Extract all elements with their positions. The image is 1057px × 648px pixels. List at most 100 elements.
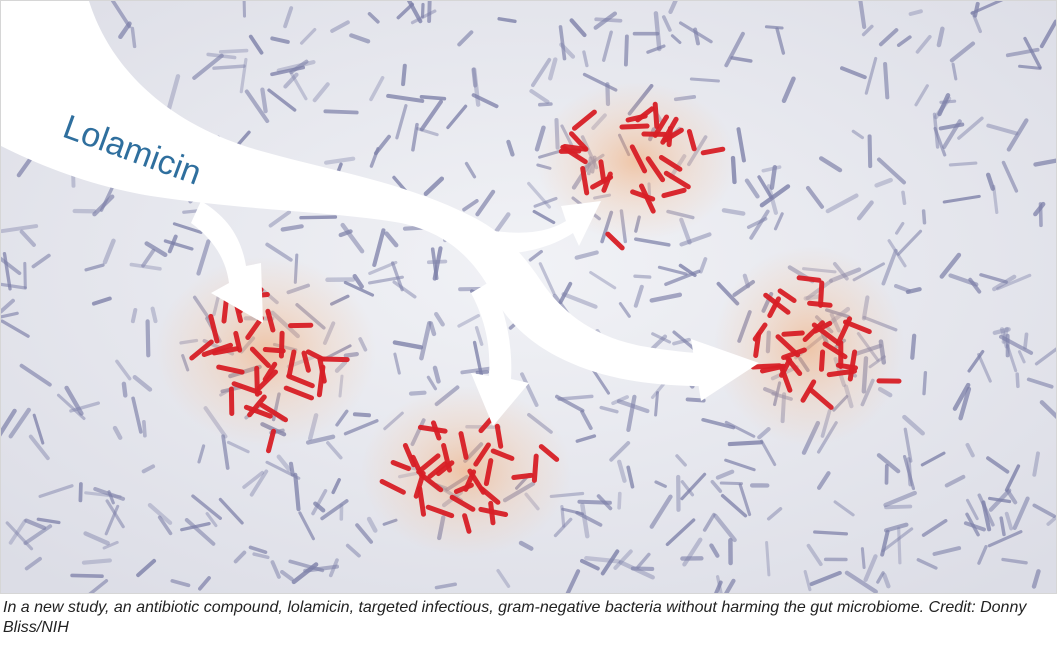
neutral-bacterium <box>150 306 158 324</box>
neutral-bacterium <box>248 545 268 555</box>
neutral-bacterium <box>104 504 120 536</box>
neutral-bacterium <box>665 518 696 547</box>
neutral-bacterium <box>582 50 589 68</box>
neutral-bacterium <box>896 35 912 47</box>
neutral-bacterium <box>423 176 445 197</box>
neutral-bacterium <box>682 537 703 567</box>
neutral-bacterium <box>766 507 783 521</box>
neutral-bacterium <box>599 405 619 414</box>
neutral-bacterium <box>276 60 316 73</box>
target-bacterium <box>666 125 673 148</box>
neutral-bacterium <box>701 417 736 430</box>
neutral-bacterium <box>38 484 74 499</box>
neutral-bacterium <box>532 209 556 225</box>
neutral-bacterium <box>584 556 621 564</box>
neutral-bacterium <box>218 48 249 54</box>
neutral-bacterium <box>680 472 707 501</box>
neutral-bacterium <box>1032 451 1040 477</box>
target-bacterium <box>189 339 214 361</box>
neutral-bacterium <box>496 568 511 588</box>
neutral-bacterium <box>863 554 878 582</box>
neutral-bacterium <box>920 451 946 467</box>
neutral-bacterium <box>529 89 550 104</box>
neutral-bacterium <box>939 252 962 279</box>
neutral-bacterium <box>1032 503 1056 518</box>
neutral-bacterium <box>130 26 137 49</box>
neutral-bacterium <box>817 471 831 490</box>
target-bacterium <box>784 355 803 376</box>
neutral-bacterium <box>948 161 978 167</box>
neutral-bacterium <box>1038 202 1043 228</box>
neutral-bacterium <box>689 77 720 83</box>
neutral-bacterium <box>649 494 673 529</box>
target-bacterium <box>663 170 691 190</box>
neutral-bacterium <box>942 194 981 204</box>
target-bacterium <box>753 332 762 358</box>
neutral-bacterium <box>992 274 1017 292</box>
neutral-bacterium <box>191 494 222 520</box>
neutral-bacterium <box>70 573 104 579</box>
target-bacterium <box>233 330 243 353</box>
neutral-bacterium <box>1006 118 1029 152</box>
neutral-bacterium <box>897 526 902 565</box>
neutral-bacterium <box>313 501 326 513</box>
neutral-bacterium <box>970 1 1004 15</box>
neutral-bacterium <box>555 394 585 413</box>
target-bacterium <box>305 349 326 362</box>
neutral-bacterium <box>1012 496 1030 530</box>
neutral-bacterium <box>874 177 893 188</box>
neutral-bacterium <box>986 456 1010 474</box>
neutral-bacterium <box>144 241 168 258</box>
neutral-bacterium <box>242 1 247 18</box>
neutral-bacterium <box>19 363 52 387</box>
neutral-bacterium <box>132 375 153 392</box>
neutral-bacterium <box>806 543 823 567</box>
neutral-bacterium <box>283 6 294 29</box>
neutral-bacterium <box>311 489 328 516</box>
neutral-bacterium <box>1015 372 1020 389</box>
neutral-bacterium <box>239 57 248 94</box>
neutral-bacterium <box>589 270 617 290</box>
neutral-bacterium <box>596 494 613 511</box>
target-bacterium <box>256 369 278 391</box>
neutral-bacterium <box>724 578 736 593</box>
neutral-bacterium <box>373 134 391 156</box>
figure: Lolamicin <box>0 0 1057 594</box>
target-bacterium <box>605 231 625 251</box>
neutral-bacterium <box>299 215 338 220</box>
neutral-bacterium <box>64 385 84 416</box>
neutral-bacterium <box>952 382 971 411</box>
target-bacterium <box>441 443 452 473</box>
neutral-bacterium <box>759 184 791 208</box>
neutral-bacterium <box>242 470 265 489</box>
neutral-bacterium <box>538 102 553 107</box>
neutral-bacterium <box>293 472 301 512</box>
neutral-bacterium <box>408 390 427 396</box>
neutral-bacterium <box>8 407 31 439</box>
neutral-bacterium <box>218 497 244 525</box>
target-bacterium <box>629 144 648 174</box>
target-bacterium <box>425 504 455 519</box>
target-bacterium <box>645 156 666 183</box>
target-bacterium <box>777 288 797 303</box>
target-bacterium <box>652 114 669 138</box>
target-bacterium <box>488 500 496 526</box>
neutral-bacterium <box>1001 160 1019 193</box>
arrow-branch-bottom <box>471 281 529 426</box>
target-bacterium <box>819 349 826 372</box>
neutral-bacterium <box>497 17 517 24</box>
neutral-bacterium <box>833 500 855 517</box>
target-bacterium <box>283 385 314 401</box>
neutral-bacterium <box>205 512 218 528</box>
neutral-bacterium <box>670 34 682 45</box>
neutral-bacterium <box>372 228 386 267</box>
neutral-bacterium <box>252 552 270 560</box>
neutral-bacterium <box>280 224 304 232</box>
neutral-bacterium <box>419 320 432 361</box>
neutral-bacterium <box>471 67 478 88</box>
target-bacterium <box>580 166 590 196</box>
neutral-bacterium <box>1 311 19 319</box>
neutral-bacterium <box>328 558 339 578</box>
arrow-branch-left <box>191 201 263 323</box>
target-bacterium <box>598 159 607 183</box>
